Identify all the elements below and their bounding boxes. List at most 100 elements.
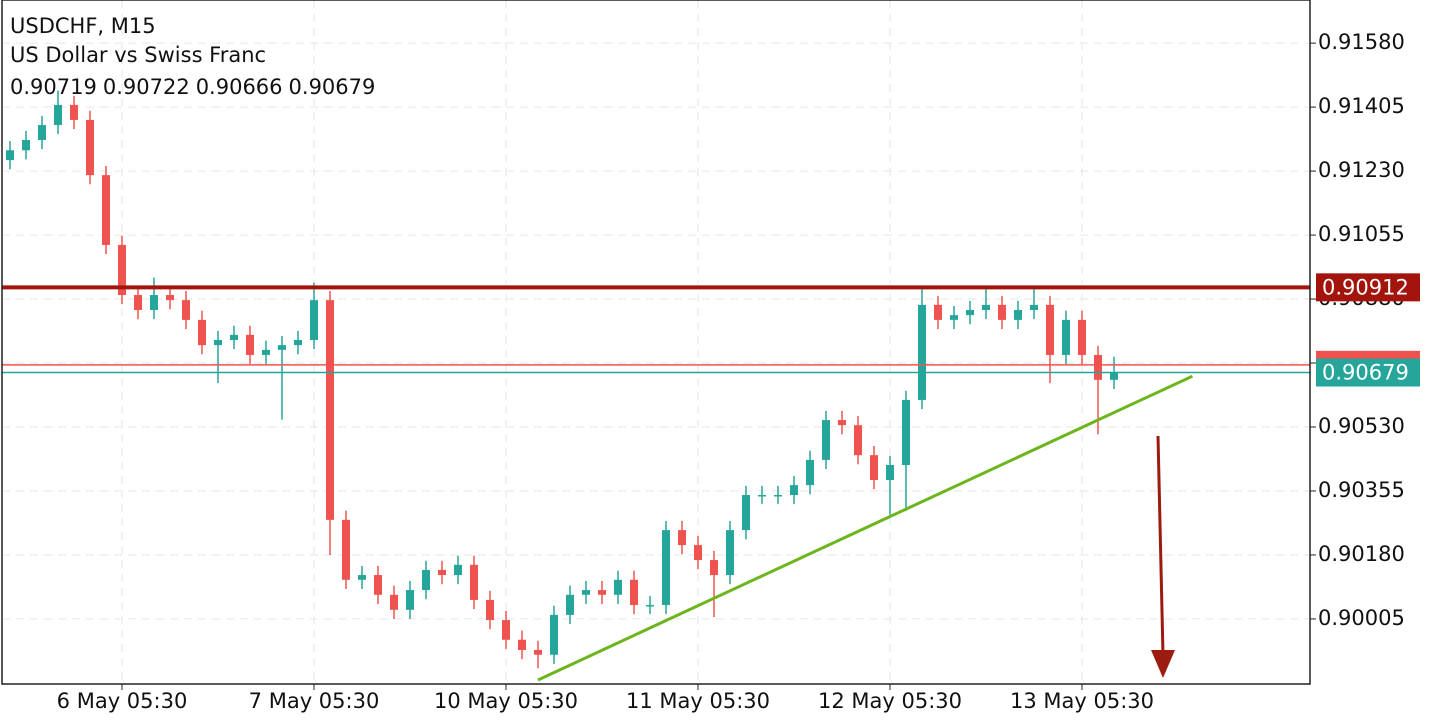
candle-body xyxy=(6,150,14,161)
candle-body xyxy=(774,494,782,497)
x-tick-label: 10 May 05:30 xyxy=(434,689,578,713)
candle-body xyxy=(246,334,254,355)
chart-title: USDCHF, M15 xyxy=(10,14,156,38)
candle-body xyxy=(1062,319,1070,355)
candle-body xyxy=(1046,304,1054,355)
y-tick-label: 0.91405 xyxy=(1318,94,1405,118)
candle-body xyxy=(182,300,190,320)
candle-body xyxy=(902,399,910,466)
candle-body xyxy=(550,614,558,655)
last-price-line-box xyxy=(1316,358,1420,387)
chart-subtitle: US Dollar vs Swiss Franc xyxy=(10,43,266,67)
ohlc-value: 0.90719 xyxy=(10,75,97,99)
candle-body xyxy=(534,650,542,655)
candle-body xyxy=(406,590,414,610)
candle-body xyxy=(710,560,718,576)
candle-body xyxy=(678,530,686,546)
plot-frame xyxy=(1,0,1311,685)
candle-body xyxy=(470,564,478,600)
candle-body xyxy=(934,304,942,320)
candle-body xyxy=(310,300,318,340)
y-tick-label: 0.90355 xyxy=(1318,478,1405,502)
y-tick-label: 0.90530 xyxy=(1318,414,1405,438)
candle-body xyxy=(22,140,30,151)
candle-body xyxy=(422,569,430,591)
candle-body xyxy=(630,579,638,606)
down-arrow xyxy=(1151,435,1175,678)
candle-body xyxy=(886,465,894,481)
y-tick-label: 0.91055 xyxy=(1318,222,1405,246)
y-tick-label: 0.90180 xyxy=(1318,542,1405,566)
candle-body xyxy=(326,300,334,520)
arrow-shaft xyxy=(1156,435,1165,656)
y-tick-label: 0.90005 xyxy=(1318,606,1405,630)
x-tick-label: 12 May 05:30 xyxy=(818,689,962,713)
y-tick-label: 0.91230 xyxy=(1318,158,1405,182)
x-tick-label: 7 May 05:30 xyxy=(249,689,380,713)
candle-body xyxy=(214,339,222,346)
candle-body xyxy=(230,334,238,340)
candle-body xyxy=(1078,319,1086,355)
candle-body xyxy=(102,175,110,245)
ohlc-value: 0.90722 xyxy=(103,75,190,99)
candle-body xyxy=(758,494,766,497)
candle-body xyxy=(598,590,606,595)
candle-body xyxy=(134,295,142,311)
candle-body xyxy=(838,420,846,426)
candle-body xyxy=(54,104,62,126)
candle-body xyxy=(1094,354,1102,380)
candle-body xyxy=(1030,304,1038,311)
candle-body xyxy=(662,530,670,606)
resistance-line-box xyxy=(1316,273,1420,302)
candle-body xyxy=(1014,310,1022,320)
ohlc-value: 0.90666 xyxy=(196,75,283,99)
x-tick-label: 11 May 05:30 xyxy=(626,689,770,713)
candle-body xyxy=(854,425,862,456)
candle-body xyxy=(118,244,126,296)
candle-body xyxy=(566,594,574,615)
candle-body xyxy=(70,104,78,120)
candle-body xyxy=(742,494,750,531)
candle-body xyxy=(614,579,622,595)
candle-body xyxy=(262,349,270,355)
candle-body xyxy=(278,345,286,350)
plot xyxy=(2,90,1310,682)
candle-body xyxy=(518,639,526,651)
x-tick-label: 6 May 05:30 xyxy=(57,689,188,713)
candle-body xyxy=(918,304,926,400)
candle-body xyxy=(822,420,830,460)
candle-body xyxy=(646,605,654,607)
last-price-line-label: 0.90679 xyxy=(1322,361,1409,385)
candle-body xyxy=(1110,372,1118,380)
y-axis: 0.915800.914050.912300.910550.908800.907… xyxy=(57,30,1420,713)
candle-body xyxy=(454,564,462,576)
candle-body xyxy=(86,119,94,176)
ohlc-value: 0.90679 xyxy=(289,75,376,99)
candle-body xyxy=(342,519,350,580)
candle-body xyxy=(998,304,1006,320)
candle-body xyxy=(694,545,702,561)
candle-body xyxy=(790,485,798,495)
candle-body xyxy=(166,295,174,301)
x-tick-label: 13 May 05:30 xyxy=(1010,689,1154,713)
candle-body xyxy=(374,575,382,595)
candle-body xyxy=(950,315,958,320)
candle-body xyxy=(38,125,46,141)
candle-body xyxy=(358,575,366,580)
candle-body xyxy=(294,339,302,346)
candle-body xyxy=(486,599,494,621)
candle-body xyxy=(150,295,158,311)
candle-body xyxy=(982,304,990,311)
candle-body xyxy=(726,530,734,576)
resistance-line-label: 0.90912 xyxy=(1322,275,1409,299)
y-tick-label: 0.91580 xyxy=(1318,30,1405,54)
trendline xyxy=(537,374,1194,682)
candle-body xyxy=(502,620,510,640)
arrow-head xyxy=(1151,650,1175,678)
candle-body xyxy=(438,569,446,576)
candle-body xyxy=(870,455,878,481)
candle-body xyxy=(806,459,814,486)
candle-body xyxy=(390,594,398,610)
